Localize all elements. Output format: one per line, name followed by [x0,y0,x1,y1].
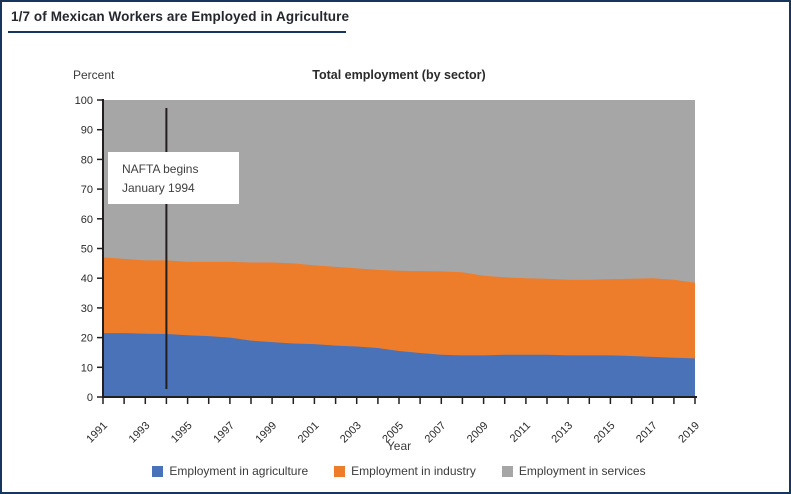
svg-text:90: 90 [81,125,93,137]
svg-text:40: 40 [81,273,93,285]
svg-text:30: 30 [81,303,93,315]
svg-text:50: 50 [81,244,93,256]
title-underline [8,31,346,33]
page-title: 1/7 of Mexican Workers are Employed in A… [11,9,350,24]
legend-label: Employment in industry [351,464,476,478]
legend-item-agriculture: Employment in agriculture [152,464,308,478]
y-axis-unit-label: Percent [73,68,115,82]
legend-item-industry: Employment in industry [334,464,476,478]
svg-text:100: 100 [75,95,93,107]
svg-text:0: 0 [87,392,93,404]
svg-text:10: 10 [81,362,93,374]
annotation-line-1: NAFTA begins [122,162,199,176]
legend-label: Employment in services [518,464,646,478]
legend: Employment in agriculture Employment in … [103,464,695,478]
legend-item-services: Employment in services [501,464,646,478]
agriculture-swatch-icon [152,465,164,477]
nafta-annotation: NAFTA begins January 1994 [108,152,239,204]
legend-label: Employment in agriculture [169,464,309,478]
svg-text:60: 60 [81,214,93,226]
annotation-line-2: January 1994 [122,181,195,195]
svg-text:80: 80 [81,154,93,166]
chart-title: Total employment (by sector) [312,68,486,82]
industry-swatch-icon [334,465,346,477]
x-axis-label: Year [386,439,412,453]
svg-text:20: 20 [81,333,93,345]
svg-text:70: 70 [81,184,93,196]
services-swatch-icon [501,465,513,477]
